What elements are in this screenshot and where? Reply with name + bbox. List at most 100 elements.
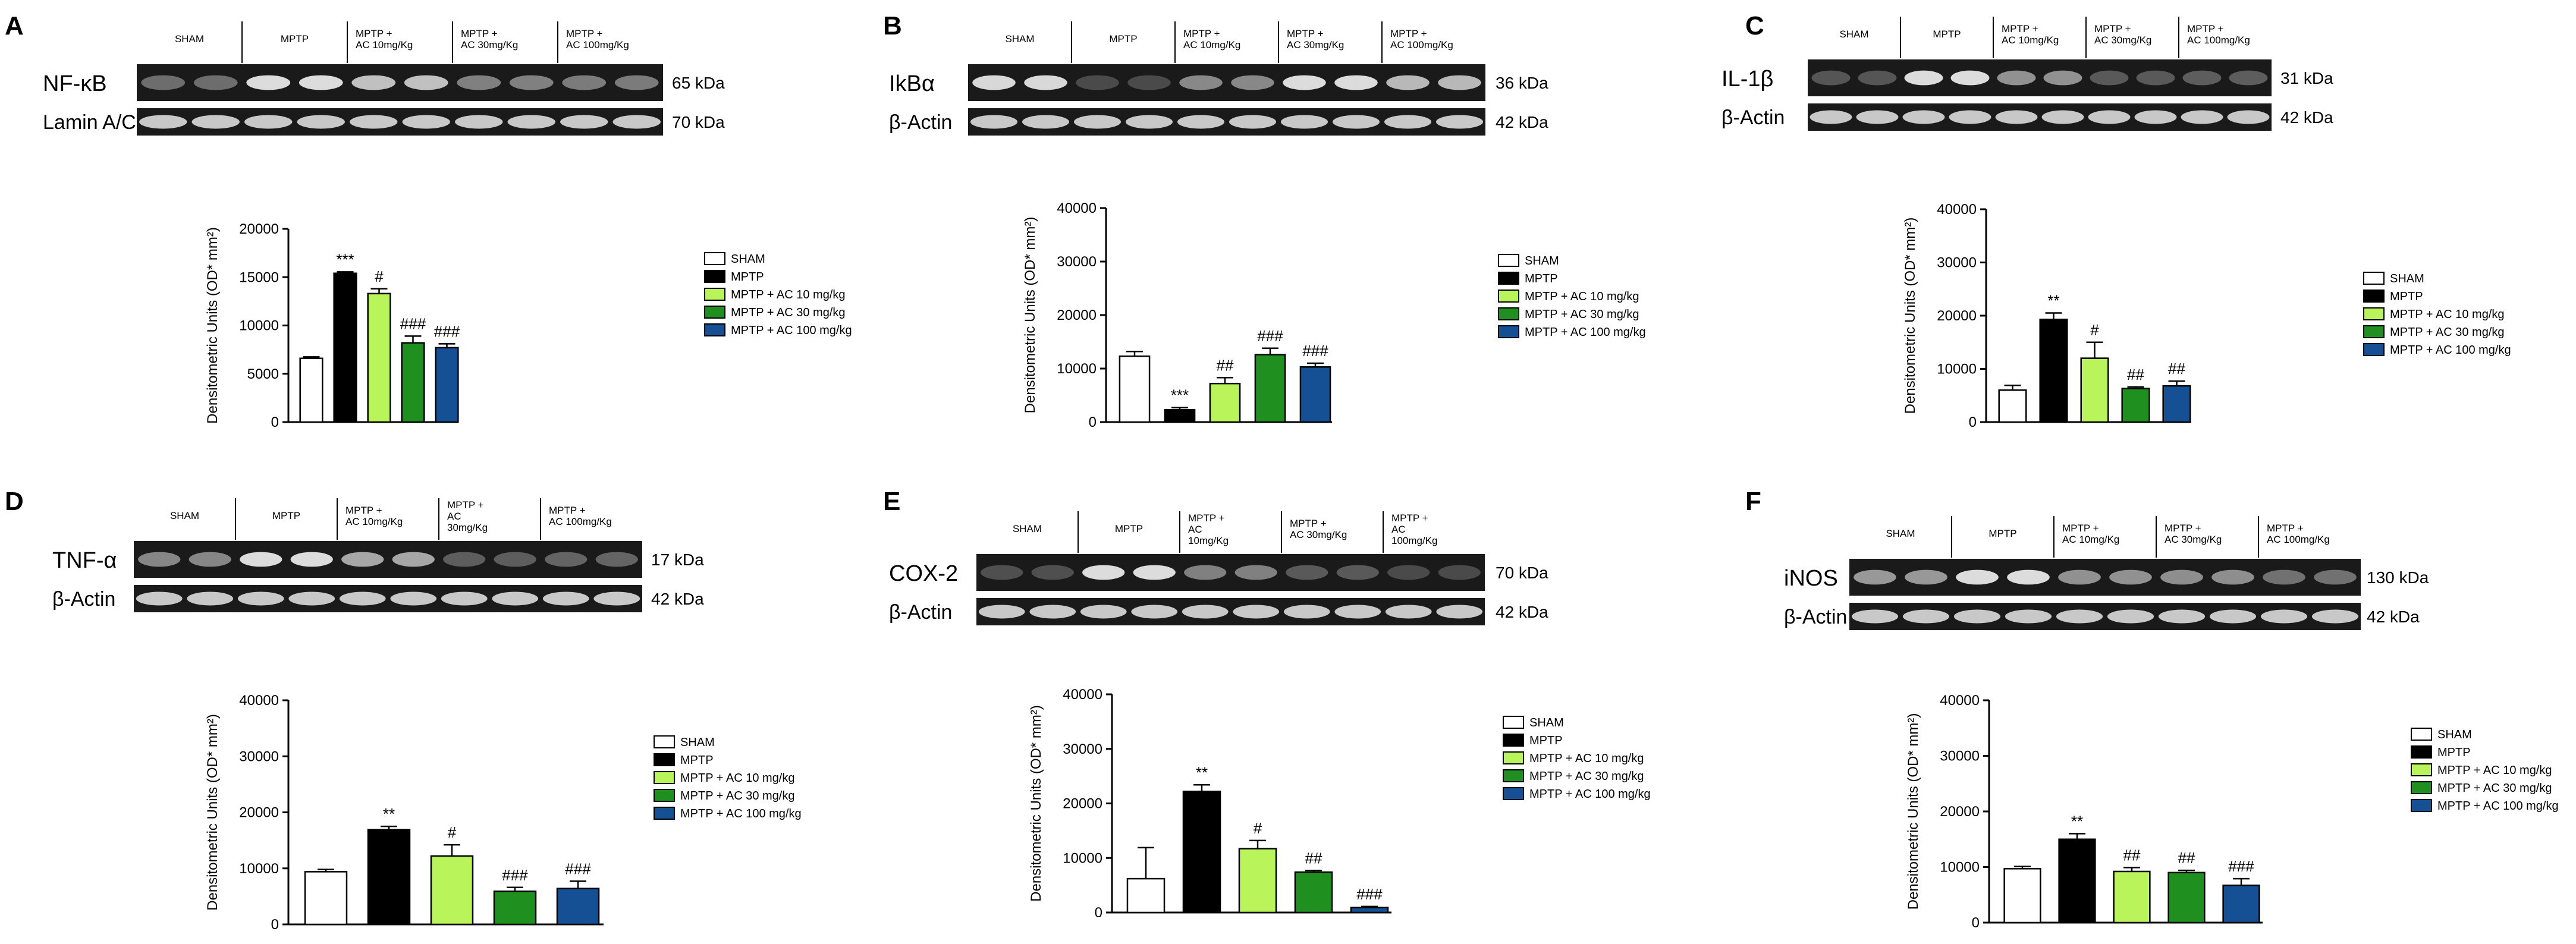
legend-swatch	[1503, 751, 1524, 764]
legend-swatch	[704, 306, 725, 319]
legend-swatch	[1498, 272, 1519, 285]
lane-label: MPTP +	[549, 505, 586, 516]
lane-label: AC	[447, 511, 461, 522]
lane-label: AC 100mg/Kg	[2187, 34, 2250, 46]
control-band	[1851, 609, 1899, 624]
protein-band	[1283, 75, 1326, 90]
legend-swatch	[704, 252, 725, 265]
significance-label: ##	[2127, 366, 2144, 383]
legend-label: SHAM	[680, 736, 715, 749]
significance-label: ###	[1356, 885, 1383, 903]
protein-band	[2136, 70, 2175, 86]
protein-band	[1082, 565, 1125, 580]
protein-band	[1387, 565, 1430, 580]
control-band	[492, 591, 539, 606]
y-tick-label: 30000	[1057, 254, 1097, 270]
control-band	[402, 115, 450, 129]
protein-band	[351, 75, 396, 90]
legend-label: MPTP + AC 100 mg/kg	[731, 324, 852, 337]
lane-label: SHAM	[170, 510, 199, 521]
bar	[1254, 354, 1286, 423]
control-band	[1022, 115, 1070, 129]
control-band	[507, 115, 555, 129]
legend-swatch	[2363, 325, 2385, 338]
legend-swatch	[1498, 325, 1519, 338]
control-band	[1073, 115, 1121, 129]
y-tick-label: 10000	[1937, 361, 1977, 377]
legend-swatch	[1503, 769, 1524, 782]
control-band	[1280, 115, 1328, 129]
significance-label: #	[1254, 819, 1262, 837]
bar	[430, 855, 474, 926]
significance-label: #	[375, 268, 384, 285]
lane-label: SHAM	[1886, 528, 1915, 539]
bar	[1126, 877, 1166, 914]
bar	[1350, 907, 1389, 914]
significance-label: #	[448, 823, 457, 841]
control-band	[2311, 609, 2359, 624]
bar	[556, 888, 600, 926]
y-tick-label: 40000	[1937, 202, 1977, 218]
protein-band	[2090, 70, 2129, 86]
protein-band	[2182, 70, 2222, 86]
y-tick-label: 0	[1089, 414, 1097, 430]
protein-band	[509, 75, 554, 90]
legend-label: SHAM	[2390, 272, 2424, 285]
significance-label: ##	[2178, 849, 2195, 867]
significance-label: ##	[1305, 849, 1322, 867]
legend-label: MPTP	[731, 270, 764, 284]
legend-label: MPTP + AC 100 mg/kg	[680, 807, 802, 820]
significance-label: ###	[1302, 342, 1328, 360]
lane-label: 10mg/Kg	[1188, 535, 1229, 546]
lane-label: AC 30mg/Kg	[2165, 534, 2222, 545]
protein-band	[1858, 70, 1897, 86]
control-band	[970, 115, 1018, 129]
panel-letter: C	[1745, 11, 1764, 40]
protein-kda: 130 kDa	[2367, 568, 2429, 587]
control-band	[1810, 110, 1852, 124]
control-kda: 70 kDa	[672, 113, 725, 131]
y-tick-label: 40000	[1057, 200, 1097, 216]
bar	[2162, 385, 2191, 423]
legend-swatch	[2411, 763, 2432, 776]
protein-band	[392, 552, 435, 567]
lane-label: SHAM	[1013, 523, 1042, 534]
lane-label: MPTP +	[1290, 518, 1327, 529]
legend-swatch	[2363, 272, 2385, 285]
control-kda: 42 kDa	[1496, 603, 1548, 621]
bar	[333, 272, 357, 423]
protein-band	[2211, 569, 2254, 585]
control-band	[1902, 110, 1945, 124]
legend-label: MPTP + AC 100 mg/kg	[2437, 800, 2559, 813]
significance-label: ###	[2228, 857, 2254, 875]
control-band	[978, 605, 1025, 619]
lane-label: AC 100mg/Kg	[1390, 39, 1453, 51]
lane-label: MPTP +	[2165, 523, 2201, 534]
control-band	[1131, 605, 1178, 619]
control-band	[237, 591, 284, 606]
significance-label: ###	[400, 314, 426, 332]
protein-band	[614, 75, 659, 90]
lane-label: SHAM	[1005, 33, 1034, 45]
protein-band	[246, 75, 291, 90]
protein-kda: 65 kDa	[672, 74, 725, 92]
control-band	[2056, 609, 2103, 624]
control-kda: 42 kDa	[2367, 608, 2420, 626]
control-name: β-Actin	[52, 588, 115, 611]
lane-label: AC 100mg/Kg	[2267, 534, 2330, 545]
protein-band	[2043, 70, 2082, 86]
lane-label: AC 30mg/Kg	[1287, 39, 1344, 51]
legend-label: MPTP + AC 10 mg/kg	[1529, 752, 1644, 765]
protein-name: TNF-α	[52, 548, 117, 573]
bar	[2222, 885, 2260, 924]
protein-band	[1076, 75, 1119, 90]
protein-band	[1179, 75, 1223, 90]
lane-label: 100mg/Kg	[1391, 535, 1438, 546]
panel-letter: D	[5, 487, 24, 516]
bar	[2113, 870, 2151, 924]
control-band	[297, 115, 345, 129]
protein-band	[189, 552, 231, 567]
lane-label: AC 30mg/Kg	[2094, 34, 2151, 46]
panel-letter: B	[883, 11, 902, 40]
